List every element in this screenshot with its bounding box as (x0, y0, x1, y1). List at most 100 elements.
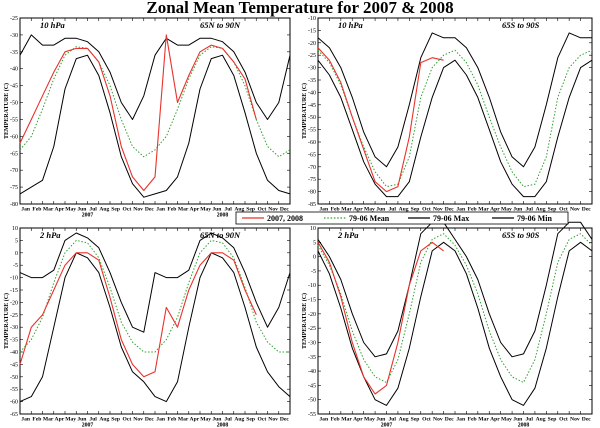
panel2-ytick-label: -75 (308, 177, 316, 183)
panel1-month-label: May (200, 207, 211, 213)
panel3-ytick-label: -60 (10, 400, 18, 406)
panel3-month-label: Jan (156, 417, 166, 423)
panel2-month-label: Jan (456, 207, 466, 213)
panel1-month-label: Dec (145, 207, 155, 213)
panel1-month-label: Jan (156, 207, 166, 213)
panel1-month-label: Mar (178, 207, 189, 213)
panel4-month-label: Aug (536, 417, 546, 423)
legend-label-max: 79-06 Max (433, 214, 469, 223)
panel4-month-label: Jul (388, 417, 396, 423)
panel4-ytick-label: 5 (313, 240, 316, 246)
panel1-ytick-label: -65 (10, 151, 18, 157)
panel1-series-obs (19, 34, 257, 192)
panel4-month-label: Feb (331, 417, 340, 423)
panel1-month-label: Apr (190, 207, 200, 213)
panel3-ylabel: TEMPERATURE (C) (3, 293, 10, 349)
panel1-year-label: 2008 (217, 213, 229, 219)
panel3-month-label: Nov (133, 417, 143, 423)
panel3-month-label: Apr (55, 417, 65, 423)
panel3-month-label: Sep (111, 417, 120, 423)
panel4-ytick-label: -35 (308, 355, 316, 361)
panel2-ytick-label: -80 (308, 190, 316, 196)
panel3-month-label: Oct (258, 417, 267, 423)
panel4-month-label: Sep (548, 417, 557, 423)
panel2-month-label: May (364, 207, 375, 213)
panel2-ytick-label: -55 (308, 128, 316, 134)
panel3-month-label: Sep (246, 417, 255, 423)
panel4-month-label: Dec (582, 417, 592, 423)
panel2-month-label: Apr (353, 207, 363, 213)
panel2-ytick-label: -25 (308, 53, 316, 59)
panel2-month-label: Jun (513, 207, 523, 213)
panel1-month-label: Jun (77, 207, 87, 213)
panel4-ytick-label: -55 (308, 412, 316, 418)
panel2-month-label: Nov (570, 207, 580, 213)
panel3-ytick-label: -50 (10, 375, 18, 381)
panel2-ytick-label: -60 (308, 140, 316, 146)
panel1-ytick-label: -30 (10, 33, 18, 39)
panel3-series-max (19, 232, 291, 333)
panel3-ytick-label: -15 (10, 288, 18, 294)
panel4-ytick-label: -40 (308, 369, 316, 375)
panel2-month-label: Nov (433, 207, 443, 213)
panel3-month-label: Dec (280, 417, 290, 423)
panel1-month-label: Jul (224, 207, 232, 213)
panel3-region-label: 65N to 90N (200, 230, 241, 240)
panel3-month-label: Feb (167, 417, 176, 423)
panel1-region-label: 65N to 90N (200, 20, 241, 30)
panel2-series-mean (317, 49, 593, 188)
panel1-month-label: Nov (133, 207, 143, 213)
panel2-month-label: Mar (341, 207, 352, 213)
panel4-month-label: Jun (376, 417, 386, 423)
panel3-month-label: Mar (178, 417, 189, 423)
panel4-ytick-label: 0 (313, 255, 316, 261)
panel2-ylabel: TEMPERATURE (C) (301, 83, 308, 139)
panel2-level-label: 10 hPa (338, 20, 364, 30)
panel3-month-label: Apr (190, 417, 200, 423)
panel4-month-label: Jul (525, 417, 533, 423)
panel4-year-label: 2007 (381, 423, 393, 428)
panel3-series-obs (19, 252, 257, 378)
panel4-ytick-label: -30 (308, 340, 316, 346)
panel3-month-label: Feb (32, 417, 41, 423)
panel3-month-label: Jul (224, 417, 232, 423)
panel3-ytick-label: -45 (10, 362, 18, 368)
panel2-ytick-label: -30 (308, 66, 316, 72)
panel1-month-label: Apr (55, 207, 65, 213)
panel1-ytick-label: -55 (10, 117, 18, 123)
panel3-ytick-label: 5 (15, 238, 18, 244)
panel3-month-label: Aug (99, 417, 109, 423)
panel2-ytick-label: -20 (308, 41, 316, 47)
panel1-month-label: Jun (212, 207, 222, 213)
panel3-month-label: Oct (123, 417, 132, 423)
panel1-ytick-label: -25 (10, 16, 18, 22)
legend-box (235, 211, 569, 225)
panel4-month-label: Mar (478, 417, 489, 423)
panel2-frame (317, 17, 593, 205)
panel2-ytick-label: -85 (308, 202, 316, 208)
panel1-year-label: 2007 (82, 213, 94, 219)
panel3-ytick-label: -40 (10, 350, 18, 356)
panel4-ytick-label: 10 (310, 226, 316, 232)
panel3-ytick-label: -35 (10, 338, 18, 344)
panel4-month-label: Sep (411, 417, 420, 423)
panel2-month-label: Jul (388, 207, 396, 213)
panel2-series-obs (317, 47, 444, 193)
panel1-month-label: May (65, 207, 76, 213)
panel1-series-mean (19, 46, 291, 158)
chart-title: Zonal Mean Temperature for 2007 & 2008 (146, 0, 454, 17)
panel4-month-label: Jan (456, 417, 466, 423)
panel1-month-label: Mar (43, 207, 54, 213)
panel4-month-label: May (364, 417, 375, 423)
panel3-ytick-label: 0 (15, 251, 18, 257)
panel3-ytick-label: -20 (10, 300, 18, 306)
panel3-year-label: 2007 (82, 423, 94, 428)
panel4-month-label: May (501, 417, 512, 423)
panel2-series-min (317, 59, 593, 198)
panel3-ytick-label: -10 (10, 276, 18, 282)
panel4-level-label: 2 hPa (337, 230, 359, 240)
panel2-month-label: Dec (445, 207, 455, 213)
panel2-ytick-label: -35 (308, 78, 316, 84)
panel1-month-label: Sep (246, 207, 255, 213)
panel4-ytick-label: -45 (308, 383, 316, 389)
